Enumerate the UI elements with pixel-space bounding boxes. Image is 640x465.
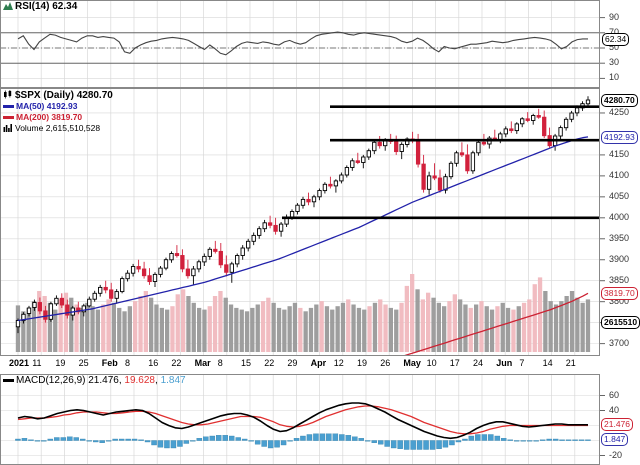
x-axis-tick: 8 — [125, 358, 131, 368]
macd-value: 21.476 — [88, 375, 119, 386]
macd-hist-value: 1.847 — [160, 375, 186, 386]
x-axis-tick: 10 — [426, 358, 437, 368]
price-ytick-3900: 3900 — [609, 253, 630, 264]
x-axis-tick: 12 — [333, 358, 344, 368]
price-ytick-3850: 3850 — [609, 274, 630, 285]
rsi-plot-area — [0, 0, 600, 88]
x-axis-tick: 19 — [55, 358, 66, 368]
ma50-swatch-icon — [3, 104, 14, 108]
price-ytick-3950: 3950 — [609, 232, 630, 243]
volume-value-tag: 2615510 — [601, 315, 640, 329]
x-axis-tick: Jun — [496, 358, 513, 368]
rsi-ytick-10: 10 — [609, 72, 620, 83]
x-axis-tick: 11 — [32, 358, 42, 368]
macd-signal-value: 19.628 — [124, 375, 155, 386]
x-axis-tick: 8 — [217, 358, 223, 368]
rsi-ytick-50: 50 — [609, 42, 620, 52]
macd-ytick: 60 — [609, 389, 620, 400]
x-axis-tick: 29 — [287, 358, 298, 368]
symbol-label: $SPX (Daily) 4280.70 — [15, 90, 113, 101]
x-axis-tick: 22 — [171, 358, 182, 368]
symbol-legend-row: $SPX (Daily) 4280.70 — [3, 90, 113, 101]
ma200-swatch-icon — [3, 115, 14, 119]
x-axis-tick: May — [403, 358, 421, 368]
x-axis-tick: 19 — [357, 358, 368, 368]
x-axis-tick: 16 — [148, 358, 159, 368]
ma200-value-tag: 3819.70 — [601, 287, 638, 301]
candlestick-icon — [3, 90, 13, 99]
price-ytick-4100: 4100 — [609, 169, 630, 180]
price-y-axis: 4250 4150 4100 4050 4000 3950 3900 3850 3800 3700… — [600, 88, 640, 356]
macd-comma-2: , — [155, 375, 158, 386]
macd-value-tag: 21.476 — [601, 418, 633, 432]
x-axis-tick: 26 — [380, 358, 391, 368]
volume-bars-icon — [3, 123, 13, 132]
ma50-value-tag: 4192.93 — [601, 130, 638, 144]
macd-legend: MACD(12,26,9) 21.476, 19.628, 1.847 — [3, 375, 186, 386]
macd-swatch-icon — [3, 378, 14, 382]
rsi-y-axis: 90 70 50 30 10 62.34 — [600, 0, 640, 88]
x-axis-tick: 21 — [565, 358, 576, 368]
macd-y-axis: 60 40 -20 21.476 1.847 — [600, 374, 640, 465]
rsi-panel: RSI(14) 62.34 — [0, 0, 600, 88]
price-ytick-4250: 4250 — [609, 106, 630, 117]
macd-ytick: -20 — [609, 449, 623, 460]
x-axis-tick: Apr — [310, 358, 327, 368]
mountain-chart-icon — [3, 1, 13, 10]
price-plot-area — [0, 88, 600, 356]
rsi-ytick-90: 90 — [609, 11, 620, 22]
macd-name: MACD(12,26,9) — [16, 375, 86, 386]
x-axis: 2021 11 19 25 Feb 8 16 22 Mar 8 15 22 29 Apr 12 19 26 May… — [0, 357, 640, 370]
price-ytick-3700: 3700 — [609, 337, 630, 348]
macd-panel: MACD(12,26,9) 21.476, 19.628, 1.847 — [0, 374, 600, 465]
price-last-tag: 4280.70 — [601, 93, 638, 107]
x-axis-tick: 22 — [264, 358, 275, 368]
x-axis-tick: 14 — [542, 358, 553, 368]
ma200-label: MA(200) 3819.70 — [16, 112, 83, 122]
price-ytick-4050: 4050 — [609, 190, 630, 201]
x-axis-tick: 15 — [241, 358, 252, 368]
rsi-ytick-70: 70 — [609, 26, 620, 37]
rsi-legend: RSI(14) 62.34 — [3, 1, 77, 12]
price-ytick-4150: 4150 — [609, 148, 630, 159]
price-legend: $SPX (Daily) 4280.70 MA(50) 4192.93 MA(2… — [3, 90, 113, 134]
price-ytick-3800: 3800 — [609, 295, 630, 306]
rsi-title: RSI(14) 62.34 — [15, 1, 78, 12]
x-axis-tick: 2021 — [9, 358, 30, 368]
x-axis-tick: Feb — [101, 358, 118, 368]
rsi-value-tag: 62.34 — [602, 32, 630, 46]
macd-comma-1: , — [118, 375, 122, 386]
ma50-label: MA(50) 4192.93 — [16, 101, 78, 111]
volume-label: Volume 2,615,510,528 — [15, 123, 101, 133]
ma50-legend-row: MA(50) 4192.93 — [3, 101, 113, 112]
volume-legend-row: Volume 2,615,510,528 — [3, 123, 113, 134]
x-axis-tick: 25 — [78, 358, 89, 368]
macd-chart — [0, 374, 600, 465]
x-axis-tick: 7 — [519, 358, 525, 368]
rsi-ytick-30: 30 — [609, 57, 620, 68]
x-axis-tick: Mar — [194, 358, 211, 368]
macd-ytick: 40 — [609, 404, 620, 415]
price-panel: $SPX (Daily) 4280.70 MA(50) 4192.93 MA(2… — [0, 88, 600, 356]
rsi-line-chart — [0, 0, 600, 88]
candlestick-chart — [0, 88, 600, 356]
macd-plot-area — [0, 374, 600, 465]
price-ytick-4000: 4000 — [609, 211, 630, 222]
macd-hist-tag: 1.847 — [601, 433, 629, 447]
x-axis-tick: 17 — [449, 358, 460, 368]
x-axis-tick: 24 — [473, 358, 484, 368]
ma200-legend-row: MA(200) 3819.70 — [3, 112, 113, 123]
